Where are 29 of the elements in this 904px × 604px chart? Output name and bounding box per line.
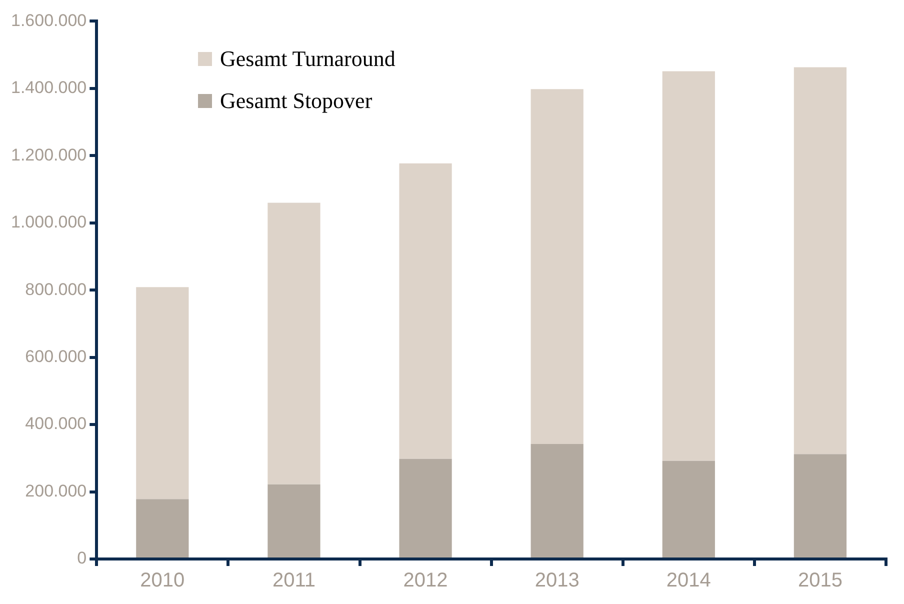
x-tick-label: 2011 <box>272 570 316 592</box>
x-tick-label: 2015 <box>798 570 842 592</box>
y-tick-label: 1.400.000 <box>10 78 87 98</box>
y-tick-label: 400.000 <box>25 414 87 434</box>
x-tick-label: 2010 <box>140 570 185 592</box>
y-tick-label: 200.000 <box>25 481 87 500</box>
bar <box>399 163 452 459</box>
y-tick-label: 600.000 <box>25 347 87 366</box>
y-tick-label: 800.000 <box>25 280 87 299</box>
bar <box>794 67 847 454</box>
y-tick-label: 1.600.000 <box>10 10 87 30</box>
bar <box>136 499 189 558</box>
y-tick-label: 1.000.000 <box>10 212 87 232</box>
bar <box>268 202 320 484</box>
bar <box>399 458 452 558</box>
x-tick-label: 2012 <box>403 570 448 592</box>
legend-label: Gesamt Stopover <box>220 88 372 114</box>
bar <box>662 71 715 461</box>
y-tick-label: 1.200.000 <box>10 145 87 164</box>
y-tick-label: 0 <box>77 548 87 568</box>
legend-label: Gesamt Turnaround <box>220 46 396 72</box>
x-tick-label: 2014 <box>666 570 711 592</box>
bar <box>794 454 847 558</box>
bar <box>530 444 584 558</box>
x-tick-label: 2013 <box>534 570 580 592</box>
bar <box>662 460 715 558</box>
bar <box>268 484 320 558</box>
bar <box>530 89 584 444</box>
bar <box>136 287 189 500</box>
